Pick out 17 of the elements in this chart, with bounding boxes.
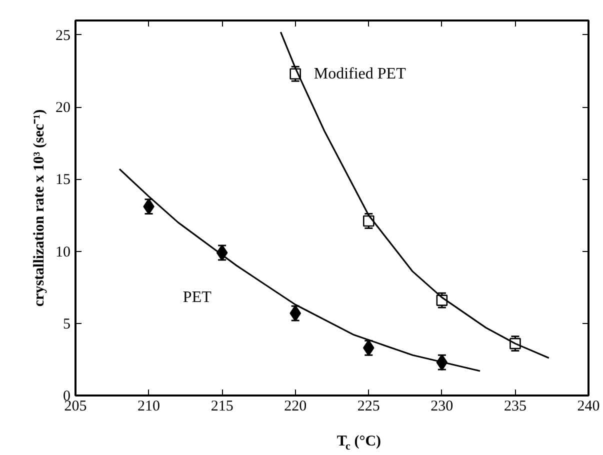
x-tick-label: 230 xyxy=(430,398,454,414)
y-tick-label: 10 xyxy=(56,244,70,260)
series-label: Modified PET xyxy=(314,65,406,82)
y-tick-label: 25 xyxy=(56,28,70,44)
y-tick-label: 5 xyxy=(63,316,70,332)
x-tick-label: 220 xyxy=(284,398,307,414)
y-tick-label: 15 xyxy=(56,172,70,188)
x-tick-label: 210 xyxy=(138,398,160,414)
x-tick-label: 240 xyxy=(577,398,600,414)
series-label: PET xyxy=(182,288,212,306)
line-series xyxy=(118,168,481,372)
x-tick-label: 215 xyxy=(210,398,234,414)
x-tick-label: 235 xyxy=(504,398,526,414)
y-tick-label: 20 xyxy=(56,100,70,116)
x-tick-label: 225 xyxy=(357,398,380,414)
line-series xyxy=(280,31,550,359)
y-axis-title: crystallization rate x 10³ (sec⁻¹) xyxy=(32,109,48,307)
